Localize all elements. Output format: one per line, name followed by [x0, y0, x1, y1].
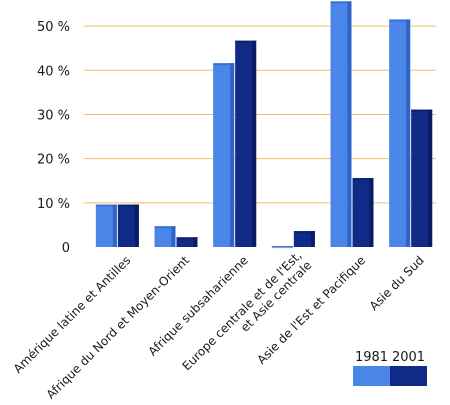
- bar-top-edge: [235, 40, 257, 43]
- bar-1981-4: [330, 1, 352, 248]
- bar-top-edge: [176, 237, 198, 240]
- bar-top-edge: [352, 178, 374, 181]
- bar-shade: [171, 226, 176, 247]
- y-axis-ticks: 0 10 % 20 % 30 % 40 % 50 %: [37, 20, 70, 256]
- category-label-line: Afrique subsaharienne: [145, 253, 250, 358]
- bar-body: [235, 40, 257, 247]
- y-tick-label: 20 %: [37, 153, 70, 168]
- bar-2001-4: [352, 178, 374, 247]
- bar-2001-1: [176, 237, 198, 247]
- bar-2001-3: [293, 231, 315, 247]
- bar-1981-3: [271, 246, 293, 249]
- y-tick-label: 0: [62, 241, 70, 256]
- bar-top-edge: [154, 226, 176, 229]
- bar-body: [389, 19, 411, 247]
- bar-shade: [112, 204, 117, 247]
- y-tick-label: 10 %: [37, 197, 70, 212]
- bar-2001-5: [411, 109, 433, 247]
- bar-1981-1: [154, 226, 176, 247]
- bar-body: [330, 1, 352, 248]
- bars: [95, 1, 433, 249]
- legend-label-2001: 2001: [392, 350, 425, 365]
- y-tick-label: 30 %: [37, 108, 70, 123]
- grid-lines: [84, 25, 436, 204]
- bar-shade: [406, 19, 411, 247]
- category-label-line: Asie du Sud: [367, 253, 427, 313]
- bar-top-edge: [330, 1, 352, 4]
- bar-top-edge: [389, 19, 411, 22]
- bar-shade: [310, 231, 315, 247]
- bar-2001-2: [235, 40, 257, 247]
- bar-shade: [134, 204, 139, 247]
- bar-1981-0: [95, 204, 117, 247]
- legend-label-1981: 1981: [355, 350, 388, 365]
- legend-swatch-2001: [390, 366, 427, 386]
- bar-top-edge: [213, 63, 235, 66]
- bar-body: [117, 204, 139, 247]
- bar-body: [213, 63, 235, 247]
- bar-shade: [252, 40, 257, 247]
- legend-swatch-1981: [353, 366, 390, 386]
- bar-top-edge: [293, 231, 315, 234]
- bar-2001-0: [117, 204, 139, 247]
- bar-top-edge: [117, 204, 139, 207]
- y-tick-label: 50 %: [37, 20, 70, 35]
- bar-shade: [369, 178, 374, 247]
- bar-1981-5: [389, 19, 411, 247]
- category-label: Amérique latine et Antilles: [11, 253, 134, 376]
- bar-1981-2: [213, 63, 235, 247]
- bar-shade: [428, 109, 433, 247]
- bar-body: [352, 178, 374, 247]
- bar-shade: [230, 63, 235, 247]
- category-label: Afrique subsaharienne: [145, 253, 250, 358]
- category-label-line: Amérique latine et Antilles: [11, 253, 134, 376]
- y-tick-label: 40 %: [37, 64, 70, 79]
- bar-top-edge: [271, 246, 293, 249]
- bar-shade: [347, 1, 352, 248]
- bar-body: [95, 204, 117, 247]
- bar-top-edge: [95, 204, 117, 207]
- bar-top-edge: [411, 109, 433, 112]
- bar-body: [411, 109, 433, 247]
- category-label: Europe centrale et de l'Est,et Asie cent…: [179, 248, 314, 383]
- bar-body: [293, 231, 315, 247]
- legend: 1981 2001: [353, 350, 427, 386]
- category-label: Asie du Sud: [367, 253, 427, 313]
- bar-shade: [193, 237, 198, 247]
- bar-body: [154, 226, 176, 247]
- bar-body: [176, 237, 198, 247]
